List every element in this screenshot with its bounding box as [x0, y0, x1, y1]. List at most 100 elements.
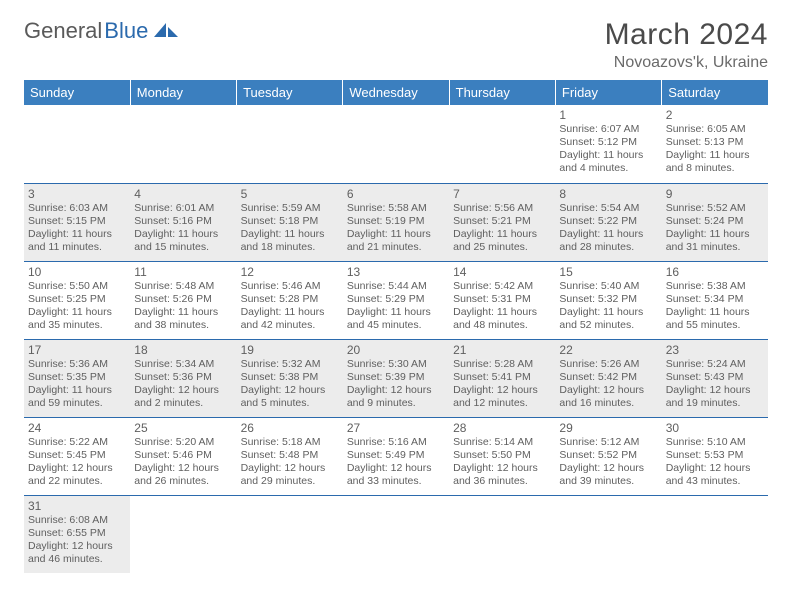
- day-info-line: Sunrise: 5:10 AM: [666, 436, 764, 449]
- weekday-header: Friday: [555, 80, 661, 105]
- day-info-line: Sunset: 5:32 PM: [559, 293, 657, 306]
- calendar-body: 1Sunrise: 6:07 AMSunset: 5:12 PMDaylight…: [24, 105, 768, 573]
- logo: General Blue: [24, 18, 180, 44]
- calendar-cell: [343, 495, 449, 573]
- calendar-cell: 29Sunrise: 5:12 AMSunset: 5:52 PMDayligh…: [555, 417, 661, 495]
- day-info-line: and 46 minutes.: [28, 553, 126, 566]
- day-info-line: Sunset: 5:25 PM: [28, 293, 126, 306]
- day-info-line: Daylight: 12 hours: [134, 462, 232, 475]
- day-info-line: and 55 minutes.: [666, 319, 764, 332]
- day-info-line: Sunrise: 5:58 AM: [347, 202, 445, 215]
- calendar-row: 10Sunrise: 5:50 AMSunset: 5:25 PMDayligh…: [24, 261, 768, 339]
- day-number: 20: [347, 343, 445, 357]
- title-block: March 2024 Novoazovs'k, Ukraine: [605, 18, 768, 72]
- day-info-line: Sunset: 5:49 PM: [347, 449, 445, 462]
- day-info-line: and 26 minutes.: [134, 475, 232, 488]
- day-info-line: Daylight: 11 hours: [666, 228, 764, 241]
- calendar-row: 17Sunrise: 5:36 AMSunset: 5:35 PMDayligh…: [24, 339, 768, 417]
- day-number: 31: [28, 499, 126, 513]
- day-info-line: Sunset: 5:34 PM: [666, 293, 764, 306]
- day-info-line: Sunrise: 5:26 AM: [559, 358, 657, 371]
- day-info-line: and 33 minutes.: [347, 475, 445, 488]
- calendar-cell: 6Sunrise: 5:58 AMSunset: 5:19 PMDaylight…: [343, 183, 449, 261]
- day-info-line: Sunset: 5:41 PM: [453, 371, 551, 384]
- day-info-line: Daylight: 12 hours: [559, 384, 657, 397]
- day-number: 1: [559, 108, 657, 122]
- day-info-line: and 25 minutes.: [453, 241, 551, 254]
- calendar-cell: 15Sunrise: 5:40 AMSunset: 5:32 PMDayligh…: [555, 261, 661, 339]
- day-info-line: Sunset: 5:43 PM: [666, 371, 764, 384]
- day-number: 30: [666, 421, 764, 435]
- day-info-line: Sunset: 5:46 PM: [134, 449, 232, 462]
- day-info-line: Sunrise: 5:59 AM: [241, 202, 339, 215]
- day-info-line: Sunrise: 5:56 AM: [453, 202, 551, 215]
- day-number: 8: [559, 187, 657, 201]
- day-info-line: and 21 minutes.: [347, 241, 445, 254]
- calendar-cell: [662, 495, 768, 573]
- calendar-cell: 10Sunrise: 5:50 AMSunset: 5:25 PMDayligh…: [24, 261, 130, 339]
- day-info-line: Daylight: 12 hours: [134, 384, 232, 397]
- day-info-line: Sunrise: 5:50 AM: [28, 280, 126, 293]
- day-info-line: and 15 minutes.: [134, 241, 232, 254]
- calendar-row: 24Sunrise: 5:22 AMSunset: 5:45 PMDayligh…: [24, 417, 768, 495]
- day-number: 9: [666, 187, 764, 201]
- day-info-line: Sunset: 5:48 PM: [241, 449, 339, 462]
- calendar-cell: [24, 105, 130, 183]
- day-number: 25: [134, 421, 232, 435]
- day-info-line: Sunset: 5:24 PM: [666, 215, 764, 228]
- day-number: 14: [453, 265, 551, 279]
- day-info-line: Daylight: 12 hours: [453, 384, 551, 397]
- day-number: 27: [347, 421, 445, 435]
- day-info-line: Sunset: 5:15 PM: [28, 215, 126, 228]
- calendar-cell: 27Sunrise: 5:16 AMSunset: 5:49 PMDayligh…: [343, 417, 449, 495]
- day-info-line: and 29 minutes.: [241, 475, 339, 488]
- calendar-cell: 18Sunrise: 5:34 AMSunset: 5:36 PMDayligh…: [130, 339, 236, 417]
- day-info-line: Sunrise: 6:05 AM: [666, 123, 764, 136]
- weekday-header: Sunday: [24, 80, 130, 105]
- calendar-cell: 14Sunrise: 5:42 AMSunset: 5:31 PMDayligh…: [449, 261, 555, 339]
- day-number: 22: [559, 343, 657, 357]
- day-info-line: Sunrise: 5:22 AM: [28, 436, 126, 449]
- day-info-line: Daylight: 12 hours: [241, 384, 339, 397]
- day-info-line: and 22 minutes.: [28, 475, 126, 488]
- day-info-line: Sunrise: 5:40 AM: [559, 280, 657, 293]
- calendar-cell: [555, 495, 661, 573]
- day-info-line: Daylight: 11 hours: [28, 228, 126, 241]
- calendar-cell: 2Sunrise: 6:05 AMSunset: 5:13 PMDaylight…: [662, 105, 768, 183]
- day-info-line: Daylight: 11 hours: [134, 306, 232, 319]
- day-info-line: Daylight: 12 hours: [347, 384, 445, 397]
- day-info-line: Sunrise: 5:16 AM: [347, 436, 445, 449]
- day-info-line: Daylight: 11 hours: [559, 149, 657, 162]
- day-info-line: Daylight: 11 hours: [666, 149, 764, 162]
- day-info-line: and 12 minutes.: [453, 397, 551, 410]
- calendar-cell: 16Sunrise: 5:38 AMSunset: 5:34 PMDayligh…: [662, 261, 768, 339]
- day-info-line: Daylight: 12 hours: [28, 540, 126, 553]
- day-info-line: Sunset: 5:13 PM: [666, 136, 764, 149]
- calendar-cell: 28Sunrise: 5:14 AMSunset: 5:50 PMDayligh…: [449, 417, 555, 495]
- day-info-line: Daylight: 12 hours: [559, 462, 657, 475]
- day-number: 2: [666, 108, 764, 122]
- day-info-line: Sunset: 5:18 PM: [241, 215, 339, 228]
- day-info-line: Daylight: 11 hours: [28, 306, 126, 319]
- day-info-line: and 36 minutes.: [453, 475, 551, 488]
- calendar-cell: 30Sunrise: 5:10 AMSunset: 5:53 PMDayligh…: [662, 417, 768, 495]
- logo-text-blue: Blue: [104, 18, 148, 44]
- day-info-line: Sunrise: 5:30 AM: [347, 358, 445, 371]
- calendar-cell: 7Sunrise: 5:56 AMSunset: 5:21 PMDaylight…: [449, 183, 555, 261]
- day-info-line: Sunset: 5:35 PM: [28, 371, 126, 384]
- calendar-row: 31Sunrise: 6:08 AMSunset: 6:55 PMDayligh…: [24, 495, 768, 573]
- day-info-line: Sunrise: 5:42 AM: [453, 280, 551, 293]
- day-info-line: Sunset: 5:28 PM: [241, 293, 339, 306]
- calendar-cell: 9Sunrise: 5:52 AMSunset: 5:24 PMDaylight…: [662, 183, 768, 261]
- day-number: 29: [559, 421, 657, 435]
- day-number: 6: [347, 187, 445, 201]
- day-info-line: and 31 minutes.: [666, 241, 764, 254]
- day-info-line: Sunrise: 5:12 AM: [559, 436, 657, 449]
- day-number: 21: [453, 343, 551, 357]
- day-info-line: Sunset: 5:12 PM: [559, 136, 657, 149]
- calendar-row: 3Sunrise: 6:03 AMSunset: 5:15 PMDaylight…: [24, 183, 768, 261]
- calendar-cell: 11Sunrise: 5:48 AMSunset: 5:26 PMDayligh…: [130, 261, 236, 339]
- day-number: 13: [347, 265, 445, 279]
- day-info-line: and 52 minutes.: [559, 319, 657, 332]
- day-number: 4: [134, 187, 232, 201]
